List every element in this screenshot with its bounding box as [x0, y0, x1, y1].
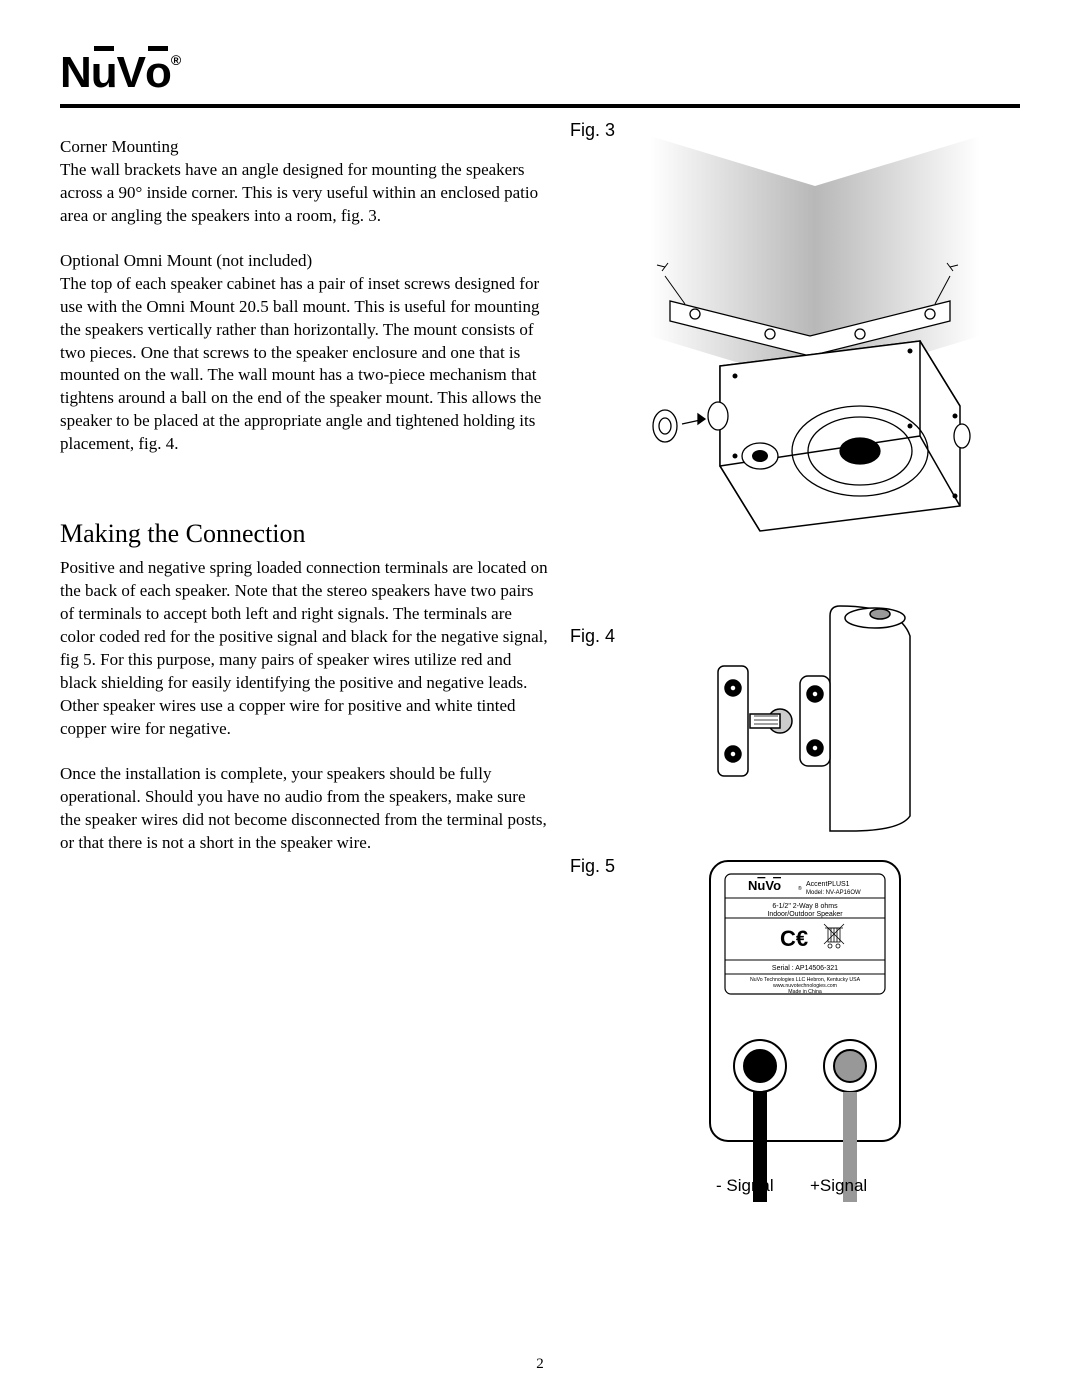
- figure-column: Fig. 3: [570, 136, 1020, 877]
- fig3-illustration: [610, 126, 1020, 556]
- fig3-label: Fig. 3: [570, 120, 615, 141]
- omni-mount-title: Optional Omni Mount (not included): [60, 250, 550, 273]
- fig5-made: Made in China: [788, 989, 822, 995]
- fig5-serial: Serial : AP14506-321: [772, 965, 838, 972]
- negative-terminal-icon: [744, 1050, 776, 1082]
- svg-text:®: ®: [798, 885, 802, 892]
- fig4-illustration: [650, 596, 970, 836]
- fig5-label: Fig. 5: [570, 856, 615, 877]
- connection-body-1: Positive and negative spring loaded conn…: [60, 557, 550, 741]
- text-column: Corner Mounting The wall brackets have a…: [60, 136, 550, 877]
- fig5-spec: 6-1/2" 2-Way 8 ohms: [772, 903, 838, 910]
- fig4-label: Fig. 4: [570, 626, 615, 647]
- connection-body-2: Once the installation is complete, your …: [60, 763, 550, 855]
- neg-signal-label: - Signal: [716, 1176, 774, 1196]
- corner-mounting-body: The wall brackets have an angle designed…: [60, 160, 538, 225]
- omni-mount-body: The top of each speaker cabinet has a pa…: [60, 274, 541, 454]
- header-rule: [60, 104, 1020, 108]
- svg-text:NuVo: NuVo: [748, 878, 781, 893]
- brand-header: NuVo®: [60, 48, 1020, 108]
- positive-terminal-icon: [834, 1050, 866, 1082]
- corner-mounting-title: Corner Mounting: [60, 136, 550, 159]
- pos-signal-label: +Signal: [810, 1176, 867, 1196]
- fig5-model: Model: NV-AP16OW: [806, 890, 861, 896]
- brand-logo: NuVo®: [60, 48, 180, 98]
- fig5-type: Indoor/Outdoor Speaker: [767, 911, 843, 918]
- connection-heading: Making the Connection: [60, 516, 550, 551]
- ce-mark-icon: C€: [780, 926, 808, 951]
- fig5-product: AccentPLUS1: [806, 881, 850, 888]
- page-number: 2: [536, 1356, 544, 1373]
